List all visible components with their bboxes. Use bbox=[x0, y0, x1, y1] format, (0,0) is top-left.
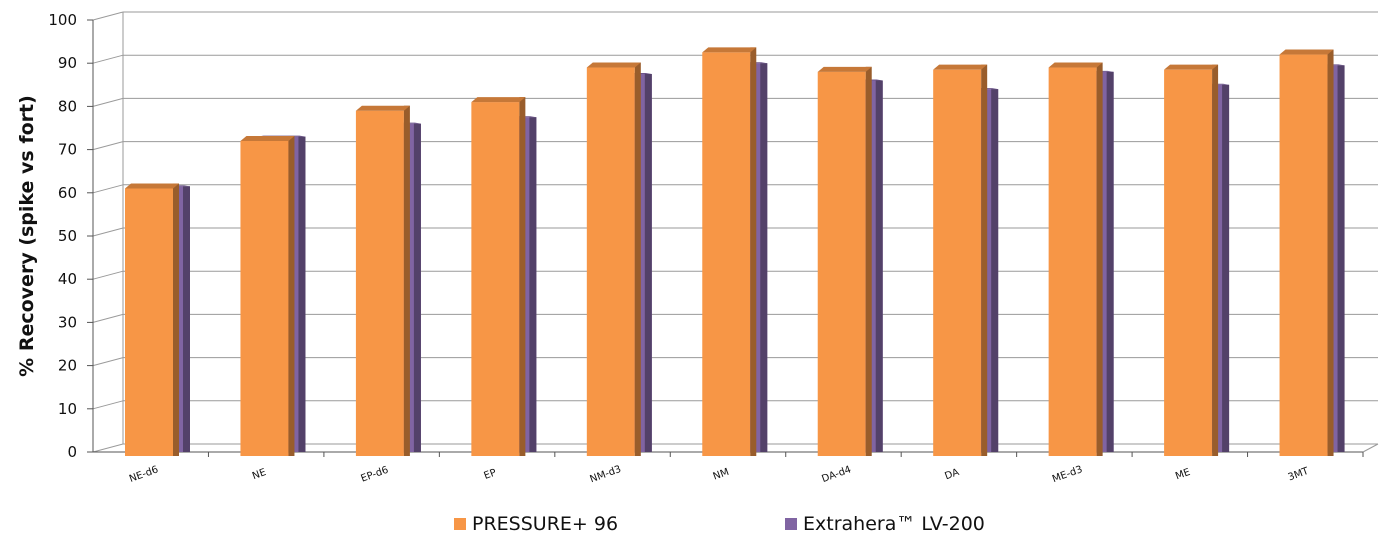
gridline-slant bbox=[92, 443, 124, 453]
bar-series-2-side bbox=[529, 117, 537, 452]
gridline-slant bbox=[92, 313, 124, 323]
legend-swatch-series-1 bbox=[454, 518, 466, 530]
bar-series-1 bbox=[1048, 67, 1097, 457]
bar-series-2-side bbox=[413, 123, 421, 453]
chart-svg: 0 10 20 30 40 50 60 70 80 90 100 % Recovery (spike … bbox=[16, 11, 1379, 485]
bar-series-1-side bbox=[634, 62, 641, 457]
gridline-slant bbox=[92, 184, 124, 194]
bar-series-1-side bbox=[750, 47, 757, 457]
x-tick-label: EP bbox=[483, 467, 498, 482]
y-tick-label: 20 bbox=[58, 357, 77, 375]
bar-series-1-top bbox=[355, 105, 410, 111]
gridline-slant bbox=[92, 141, 124, 151]
gridline-slant bbox=[92, 11, 124, 21]
x-tick-label: ME bbox=[1174, 467, 1192, 482]
x-tick-label: ME-d3 bbox=[1051, 464, 1084, 485]
bar-series-1-top bbox=[586, 62, 641, 68]
y-tick-label: 70 bbox=[58, 141, 77, 159]
bar-series-1-side bbox=[981, 64, 988, 457]
bar-series-1 bbox=[1164, 69, 1213, 457]
bar-series-2-side bbox=[183, 186, 190, 452]
bar-series-1-side bbox=[1096, 62, 1103, 457]
gridline-slant bbox=[92, 54, 124, 64]
bar-series-2-side bbox=[760, 63, 768, 452]
gridline-slant bbox=[92, 227, 124, 237]
gridline-slant bbox=[92, 357, 124, 367]
bar-series-2-side bbox=[991, 89, 999, 453]
x-tick-label: DA-d4 bbox=[820, 464, 852, 485]
bar-series-1 bbox=[471, 102, 520, 456]
bar-series-1 bbox=[240, 140, 289, 456]
bar-series-1-top bbox=[1048, 62, 1103, 68]
y-tick-label: 50 bbox=[58, 227, 77, 245]
x-tick-label: EP-d6 bbox=[360, 465, 390, 485]
bar-series-1-side bbox=[865, 66, 872, 456]
bar-series-1-top bbox=[240, 135, 295, 141]
gridline-slant bbox=[92, 270, 124, 280]
bar-series-2-side bbox=[1106, 71, 1114, 452]
bar-series-1-top bbox=[702, 47, 757, 53]
x-tick-label: NM bbox=[712, 467, 731, 483]
bar-series-1-top bbox=[817, 66, 872, 72]
y-tick-label: 40 bbox=[58, 270, 77, 288]
legend-item-series-2: Extrahera™ LV-200 bbox=[785, 513, 985, 535]
bar-series-1 bbox=[586, 67, 635, 457]
y-tick-label: 90 bbox=[58, 54, 77, 72]
y-tick-label: 0 bbox=[67, 443, 77, 461]
bar-series-2-side bbox=[1222, 84, 1230, 453]
bar-series-2-side bbox=[875, 80, 883, 452]
bar-series-1-top bbox=[933, 64, 988, 70]
floor-edge bbox=[1362, 443, 1379, 453]
x-tick-label: DA bbox=[943, 467, 960, 482]
bar-series-1-side bbox=[519, 97, 526, 456]
bar-series-1-side bbox=[173, 183, 179, 457]
chart-legend: PRESSURE+ 96 Extrahera™ LV-200 bbox=[0, 513, 1384, 537]
x-tick-label: 3MT bbox=[1287, 466, 1311, 484]
gridline-slant bbox=[92, 97, 124, 107]
legend-swatch-series-2 bbox=[785, 518, 797, 530]
y-tick-label: 30 bbox=[58, 313, 77, 331]
x-tick-label: NM-d3 bbox=[589, 464, 623, 485]
bar-series-1-top bbox=[471, 97, 526, 103]
bar-series-1-side bbox=[288, 135, 295, 456]
y-tick-label: 80 bbox=[58, 97, 77, 115]
legend-label-series-2: Extrahera™ LV-200 bbox=[803, 513, 985, 535]
bar-series-1-top bbox=[1279, 49, 1334, 55]
bar-series-1-top bbox=[1164, 64, 1219, 70]
legend-label-series-1: PRESSURE+ 96 bbox=[472, 513, 619, 535]
bar-series-1-side bbox=[1212, 64, 1219, 457]
bar-series-1 bbox=[1279, 54, 1328, 457]
bar-series-1 bbox=[702, 52, 751, 457]
bar-series-1-side bbox=[403, 105, 410, 456]
bar-series-1 bbox=[817, 71, 866, 456]
y-tick-label: 100 bbox=[48, 11, 77, 29]
gridline-slant bbox=[92, 400, 124, 410]
bar-series-1-side bbox=[1327, 49, 1334, 457]
bar-series-2-side bbox=[1337, 65, 1345, 453]
y-axis-title: % Recovery (spike vs fort) bbox=[16, 95, 38, 377]
bar-series-2-side bbox=[644, 74, 652, 452]
y-tick-label: 10 bbox=[58, 400, 77, 418]
bar-series-1 bbox=[355, 110, 404, 456]
x-tick-label: NE bbox=[251, 467, 268, 482]
bar-series-1 bbox=[933, 69, 982, 457]
bar-series-1-top bbox=[125, 183, 179, 189]
bar-series-1 bbox=[125, 188, 173, 457]
y-tick-label: 60 bbox=[58, 184, 77, 202]
legend-item-series-1: PRESSURE+ 96 bbox=[454, 513, 618, 535]
bar-series-2-side bbox=[298, 136, 306, 452]
x-tick-label: NE-d6 bbox=[128, 464, 160, 485]
